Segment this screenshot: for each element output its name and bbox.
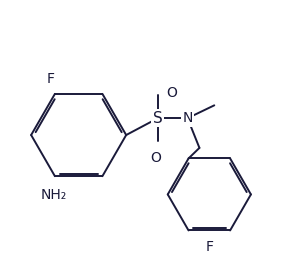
Text: O: O bbox=[166, 86, 177, 100]
Text: F: F bbox=[47, 72, 55, 86]
Text: S: S bbox=[153, 111, 163, 126]
Text: N: N bbox=[182, 111, 193, 125]
Text: NH₂: NH₂ bbox=[41, 188, 67, 202]
Text: O: O bbox=[150, 151, 161, 165]
Text: F: F bbox=[205, 240, 213, 254]
